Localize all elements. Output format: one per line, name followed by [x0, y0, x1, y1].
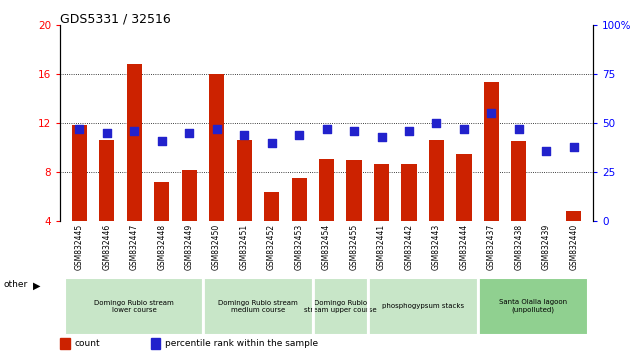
Bar [484, 82, 499, 221]
Text: GSM832449: GSM832449 [185, 224, 194, 270]
Text: GSM832446: GSM832446 [102, 224, 111, 270]
Text: GSM832455: GSM832455 [350, 224, 358, 270]
Text: GSM832448: GSM832448 [157, 224, 166, 270]
Point [349, 128, 359, 134]
Bar [99, 140, 114, 221]
Point [102, 130, 112, 136]
Point [569, 144, 579, 149]
Point [211, 126, 221, 132]
Bar [60, 338, 69, 349]
Bar [319, 159, 334, 221]
Point [129, 128, 139, 134]
Bar [478, 278, 587, 335]
Point [74, 126, 84, 132]
Bar [511, 142, 526, 221]
Bar [456, 154, 471, 221]
Bar [66, 278, 203, 335]
Bar [539, 221, 554, 224]
Text: GSM832445: GSM832445 [74, 224, 84, 270]
Text: percentile rank within the sample: percentile rank within the sample [165, 339, 318, 348]
Bar [567, 211, 581, 221]
Bar [292, 178, 307, 221]
Bar [209, 74, 224, 221]
Text: GSM832443: GSM832443 [432, 224, 441, 270]
Point [487, 110, 497, 116]
Point [239, 132, 249, 138]
Text: GSM832441: GSM832441 [377, 224, 386, 270]
Bar [72, 125, 86, 221]
Text: GSM832439: GSM832439 [542, 224, 551, 270]
Bar [127, 64, 142, 221]
Point [514, 126, 524, 132]
Text: Domingo Rubio
stream upper course: Domingo Rubio stream upper course [304, 300, 377, 313]
Bar [182, 170, 197, 221]
Bar [374, 164, 389, 221]
Point [541, 148, 551, 153]
Bar [264, 192, 279, 221]
Point [184, 130, 194, 136]
Point [322, 126, 332, 132]
Bar [313, 278, 368, 335]
Text: GSM832447: GSM832447 [129, 224, 139, 270]
Bar [151, 338, 160, 349]
Text: phosphogypsum stacks: phosphogypsum stacks [382, 303, 464, 309]
Text: GSM832450: GSM832450 [212, 224, 221, 270]
Point [404, 128, 414, 134]
Bar [401, 164, 416, 221]
Text: Domingo Rubio stream
medium course: Domingo Rubio stream medium course [218, 300, 298, 313]
Text: GSM832437: GSM832437 [487, 224, 496, 270]
Text: GSM832454: GSM832454 [322, 224, 331, 270]
Text: GSM832444: GSM832444 [459, 224, 468, 270]
Text: GSM832442: GSM832442 [404, 224, 413, 270]
Point [432, 120, 442, 126]
Point [156, 138, 167, 143]
Text: GSM832438: GSM832438 [514, 224, 524, 270]
Point [266, 140, 276, 145]
Text: GSM832453: GSM832453 [295, 224, 304, 270]
Text: other: other [3, 280, 27, 290]
Text: GSM832451: GSM832451 [240, 224, 249, 270]
Bar [203, 278, 313, 335]
Bar [429, 140, 444, 221]
Text: GDS5331 / 32516: GDS5331 / 32516 [60, 12, 171, 25]
Text: GSM832440: GSM832440 [569, 224, 579, 270]
Bar [346, 160, 362, 221]
Text: ▶: ▶ [33, 281, 40, 291]
Bar [237, 140, 252, 221]
Point [459, 126, 469, 132]
Text: GSM832452: GSM832452 [267, 224, 276, 270]
Point [294, 132, 304, 138]
Bar [368, 278, 478, 335]
Bar [154, 182, 169, 221]
Point [377, 134, 387, 139]
Text: Domingo Rubio stream
lower course: Domingo Rubio stream lower course [94, 300, 174, 313]
Text: count: count [74, 339, 100, 348]
Text: Santa Olalla lagoon
(unpolluted): Santa Olalla lagoon (unpolluted) [498, 299, 567, 313]
